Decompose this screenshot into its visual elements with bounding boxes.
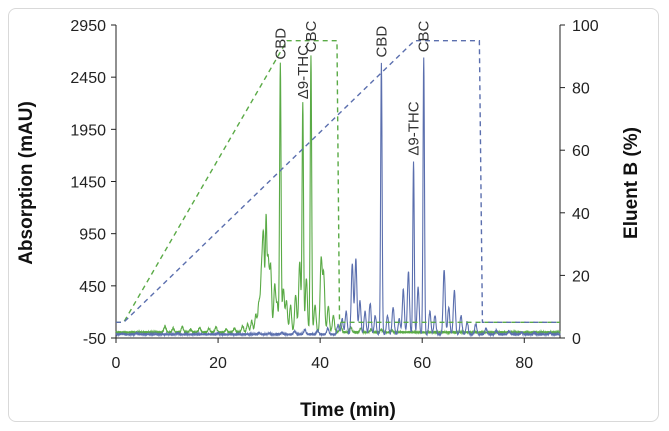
y-tick-label: 950 [79,227,106,244]
y-axis-title: Absorption (mAU) [16,101,37,265]
gradient-line-2 [116,39,560,324]
x-tick-label: 20 [209,355,227,372]
y-tick-label: 2450 [70,70,106,87]
x-tick-label: 40 [311,355,329,372]
traces-layer [115,39,561,338]
peak-label: CBD [272,28,289,60]
gradient-line-3 [116,39,560,324]
chromatogram-trace-1 [115,57,561,338]
x-tick-label: 0 [112,355,121,372]
y2-tick-label: 80 [572,81,590,98]
chromatogram-trace-0 [115,55,561,336]
peak-label: CBC [416,20,433,52]
axes-layer: 0 20 40 60 80 -50 450 950 1450 1950 2450 2950 0 20 40 6… [70,18,598,372]
x-tick-label: 80 [515,355,533,372]
y2-tick-label: 100 [572,18,599,35]
x-tick-label: 60 [413,355,431,372]
y-tick-label: 1950 [70,122,106,139]
y2-tick-label: 60 [572,143,590,160]
x-axis-title: Time (min) [300,400,396,421]
y2-tick-label: 40 [572,206,590,223]
y-tick-label: 450 [79,279,106,296]
y2-tick-label: 0 [572,331,581,348]
y-tick-label: 1450 [70,175,106,192]
peak-label: Δ9-THC [406,101,423,155]
peak-label: CBD [373,26,390,58]
peak-label: CBC [303,20,320,52]
peak-label: Δ9-THC [295,45,312,99]
y-tick-label: -50 [83,331,106,348]
y2-axis-title: Eluent B (%) [621,127,642,239]
y-tick-label: 2950 [70,18,106,35]
y2-tick-label: 20 [572,268,590,285]
